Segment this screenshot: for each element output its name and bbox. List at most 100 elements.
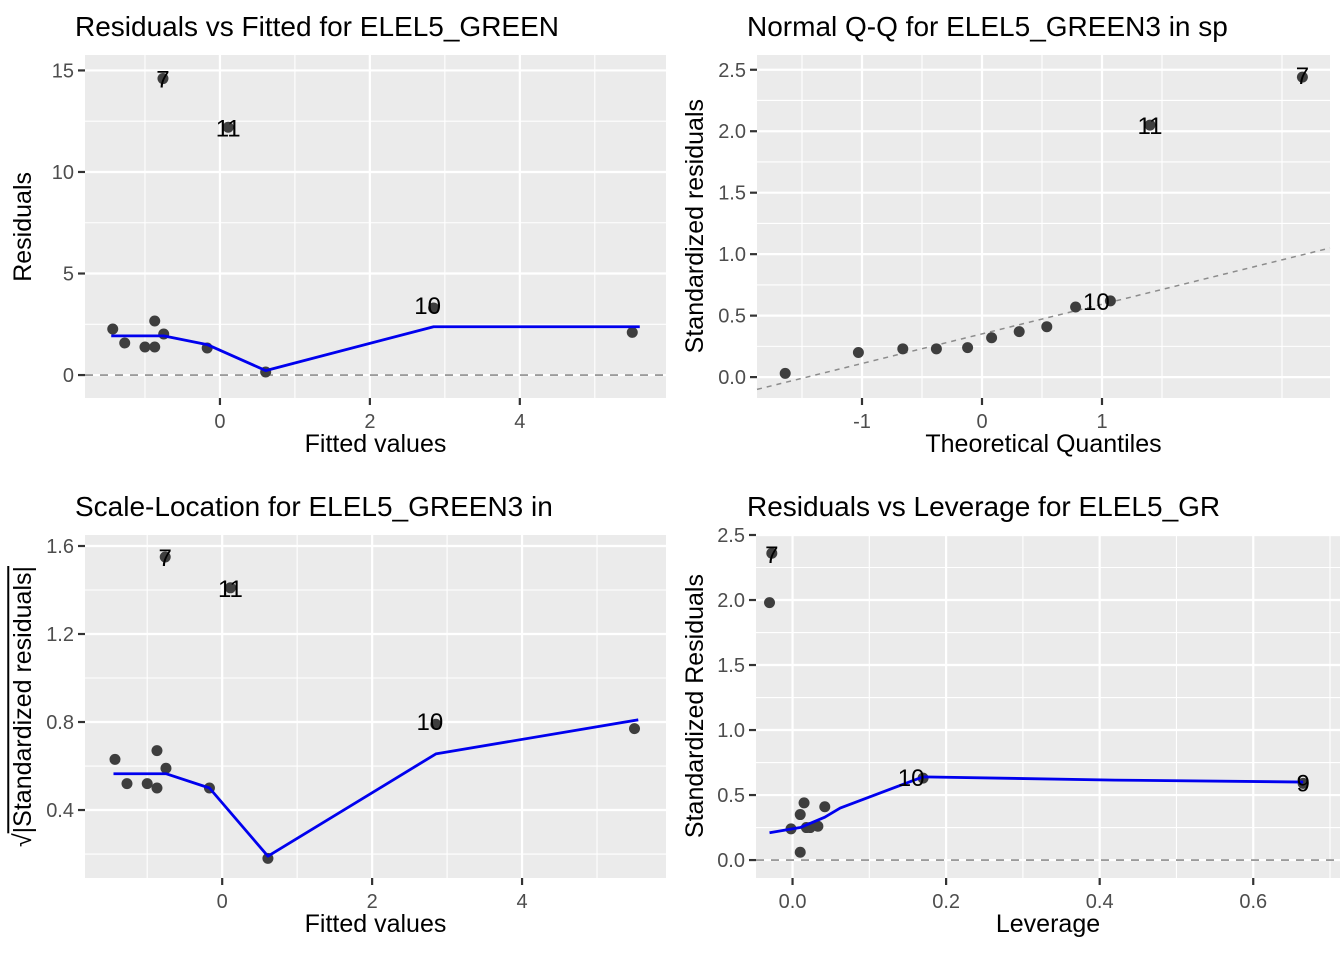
data-point — [141, 778, 153, 790]
x-axis-tick-label: 0.4 — [1086, 891, 1114, 913]
y-axis-tick-label: 0.0 — [717, 850, 745, 872]
y-axis-title-text: |Standardized residuals| — [8, 565, 37, 834]
chart-title: Scale-Location for ELEL5_GREEN3 in — [75, 491, 553, 522]
data-point — [107, 323, 119, 335]
point-label-7: 7 — [159, 545, 172, 572]
y-axis-title: Standardized Residuals — [680, 574, 709, 839]
data-point — [766, 547, 778, 559]
chart-canvas-scale-location: 0 2 4 0.4 0.8 1.2 1.6 7 11 10 — [46, 535, 666, 913]
data-point — [852, 347, 864, 359]
x-axis-tick-label: 0.2 — [932, 891, 960, 913]
data-point — [897, 343, 909, 355]
point-label-11: 11 — [216, 115, 241, 142]
x-axis-tick-label: 0 — [217, 891, 228, 913]
y-axis-title-area: Residuals — [4, 55, 42, 398]
x-axis-title: Fitted values — [304, 430, 447, 458]
y-axis-title-area: Standardized Residuals — [676, 535, 714, 878]
y-axis-tick-label: 0.5 — [717, 785, 745, 807]
point-label-11: 11 — [1138, 113, 1163, 140]
data-point — [430, 718, 442, 730]
y-axis-tick-label: 2.0 — [718, 121, 746, 143]
smoother-line — [111, 325, 640, 372]
x-axis-tick-label: 4 — [514, 411, 525, 433]
x-axis-tick-label: 2 — [364, 411, 375, 433]
data-point — [794, 809, 806, 821]
data-point — [764, 597, 776, 609]
data-point — [151, 782, 163, 794]
data-point — [626, 326, 638, 338]
y-axis-tick-label: 15 — [52, 60, 74, 82]
data-point — [149, 315, 161, 327]
y-axis-title-area: √|Standardized residuals| — [4, 535, 42, 878]
y-axis-title-area: Standardized residuals — [676, 55, 714, 398]
data-point — [119, 337, 131, 349]
x-axis-tick-label: 0.6 — [1239, 891, 1267, 913]
data-point — [930, 343, 942, 355]
y-axis-title: Residuals — [8, 171, 37, 282]
y-axis-title: Standardized residuals — [680, 99, 709, 354]
data-point — [149, 341, 161, 353]
point-label-10: 10 — [414, 293, 441, 320]
y-axis-tick-label: 1.0 — [717, 720, 745, 742]
y-axis-tick-label: 1.2 — [46, 624, 74, 646]
data-point — [1296, 71, 1308, 83]
x-axis-title: Theoretical Quantiles — [925, 430, 1162, 458]
x-axis-title: Fitted values — [304, 910, 447, 938]
plot-residuals-vs-fitted: 0 2 4 0 5 10 15 7 11 10 Residuals vs Fitted for E… — [0, 0, 672, 480]
panel-background — [757, 55, 1330, 398]
data-point — [798, 797, 810, 809]
data-point — [1013, 326, 1025, 338]
chart-canvas-normal-qq: -1 0 1 0.0 0.5 1.0 1.5 2.0 2.5 10 11 7 — [718, 55, 1331, 433]
y-axis-tick-label: 1.0 — [718, 244, 746, 266]
y-axis-title: √|Standardized residuals| — [9, 566, 38, 847]
y-axis-tick-label: 0.8 — [46, 712, 74, 734]
point-label-7: 7 — [765, 542, 778, 569]
x-axis-tick-label: 4 — [516, 891, 527, 913]
chart-title: Residuals vs Fitted for ELEL5_GREEN — [75, 11, 559, 42]
x-axis-tick-label: 0.0 — [779, 891, 807, 913]
y-axis-tick-label: 5 — [63, 264, 74, 286]
plot-scale-location: 0 2 4 0.4 0.8 1.2 1.6 7 11 10 Scale-Location for … — [0, 480, 672, 960]
x-axis-tick-label: 0 — [214, 411, 225, 433]
y-axis-tick-label: 2.5 — [717, 525, 745, 547]
qq-reference-line — [756, 247, 1331, 391]
y-axis-tick-label: 1.5 — [718, 183, 746, 205]
smoother-line — [769, 775, 1304, 835]
y-axis-tick-label: 0.5 — [718, 306, 746, 328]
x-axis-tick-label: 1 — [1096, 411, 1107, 433]
data-point — [121, 778, 133, 790]
data-point — [224, 582, 236, 594]
smoother-line — [113, 718, 639, 858]
data-point — [1041, 321, 1053, 333]
y-axis-tick-label: 10 — [52, 162, 74, 184]
data-point — [1070, 301, 1082, 313]
x-axis-tick-label: 0 — [976, 411, 987, 433]
chart-canvas-residuals-vs-fitted: 0 2 4 0 5 10 15 7 11 10 — [52, 55, 666, 433]
data-point — [109, 753, 121, 765]
data-point — [160, 762, 172, 774]
chart-canvas-residuals-vs-leverage: 0.0 0.2 0.4 0.6 0.0 0.5 1.0 1.5 2.0 2.5 7 10 9 — [717, 525, 1340, 913]
panel-background — [85, 55, 666, 398]
point-label-11: 11 — [218, 576, 243, 603]
panel-background — [85, 535, 666, 878]
point-label-7: 7 — [156, 67, 169, 94]
panel-background — [756, 535, 1340, 878]
data-point — [819, 801, 831, 813]
y-axis-tick-label: 0.0 — [718, 367, 746, 389]
plot-residuals-vs-leverage: 0.0 0.2 0.4 0.6 0.0 0.5 1.0 1.5 2.0 2.5 7 10 9 Resid… — [672, 480, 1344, 960]
data-point — [779, 367, 791, 379]
data-point — [962, 342, 974, 354]
point-label-10: 10 — [898, 765, 925, 792]
data-point — [1297, 777, 1309, 789]
data-point — [794, 846, 806, 858]
y-axis-tick-label: 2.0 — [717, 590, 745, 612]
point-label-10: 10 — [1083, 289, 1110, 316]
data-point — [139, 341, 151, 353]
chart-title: Residuals vs Leverage for ELEL5_GR — [747, 491, 1221, 522]
plot-normal-qq: -1 0 1 0.0 0.5 1.0 1.5 2.0 2.5 10 11 7 Normal Q-Q f… — [672, 0, 1344, 480]
data-point — [151, 745, 163, 757]
data-point — [222, 121, 234, 133]
sqrt-symbol: √ — [8, 833, 37, 848]
data-point — [812, 820, 824, 832]
